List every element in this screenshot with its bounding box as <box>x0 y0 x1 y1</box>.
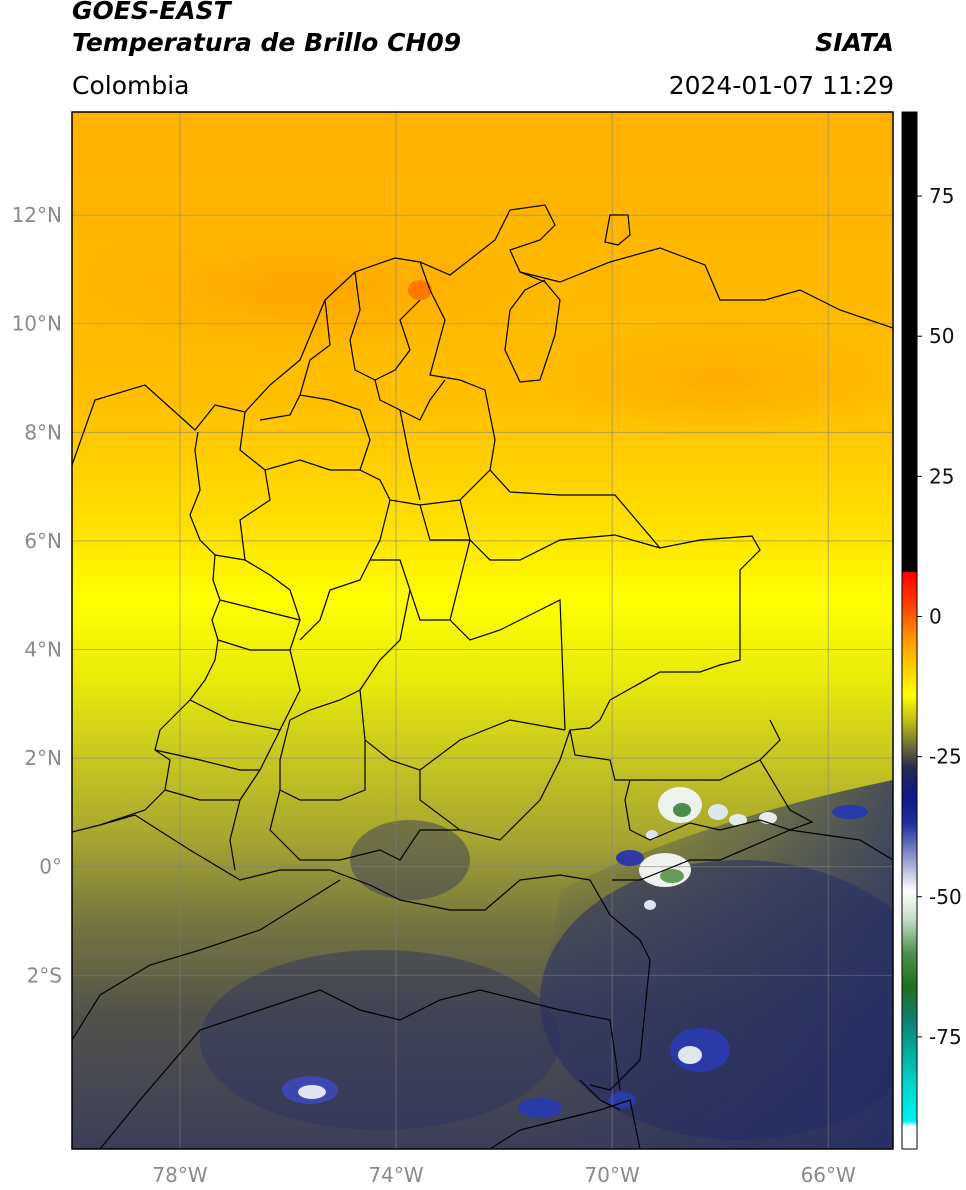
product-title: Temperatura de Brillo CH09 <box>72 28 462 57</box>
convective-clouds <box>282 787 868 1118</box>
colorbar-tick-label: 50 <box>929 324 954 348</box>
colorbar-tick-label: 75 <box>929 184 954 208</box>
colorbar-tick-label: -50 <box>929 885 962 909</box>
graticule <box>72 112 893 1149</box>
latitude-tick-label: 8°N <box>24 420 62 444</box>
latitude-tick-label: 12°N <box>12 203 62 227</box>
latitude-tick-label: 2°N <box>24 746 62 770</box>
latitude-tick-label: 10°N <box>12 312 62 336</box>
longitude-labels: 78°W 74°W 70°W 66°W <box>152 1163 856 1187</box>
brightness-temperature-field <box>72 112 893 1149</box>
datetime-label: 2024-01-07 11:29 <box>668 71 894 100</box>
latitude-tick-label: 2°S <box>27 963 62 987</box>
colorbar-tick-label: 0 <box>929 604 942 628</box>
latitude-tick-label: 4°N <box>24 638 62 662</box>
map-frame <box>71 111 894 1150</box>
boundaries <box>72 204 893 1149</box>
colorbar-tick-label: -75 <box>929 1025 962 1049</box>
latitude-tick-label: 6°N <box>24 529 62 553</box>
satellite-name: GOES-EAST <box>72 0 231 25</box>
region-label: Colombia <box>72 71 190 100</box>
agency-label: SIATA <box>815 28 894 57</box>
latitude-labels: 12°N 10°N 8°N 6°N 4°N 2°N 0° 2°S <box>12 203 62 987</box>
longitude-tick-label: 74°W <box>368 1163 423 1187</box>
colorbar: 75 50 25 0 -25 -50 -75 <box>901 111 962 1150</box>
colorbar-tick-label: -25 <box>929 745 962 769</box>
latitude-tick-label: 0° <box>39 855 62 879</box>
longitude-tick-label: 66°W <box>801 1163 856 1187</box>
colorbar-tick-label: 25 <box>929 464 954 488</box>
longitude-tick-label: 70°W <box>585 1163 640 1187</box>
longitude-tick-label: 78°W <box>152 1163 207 1187</box>
